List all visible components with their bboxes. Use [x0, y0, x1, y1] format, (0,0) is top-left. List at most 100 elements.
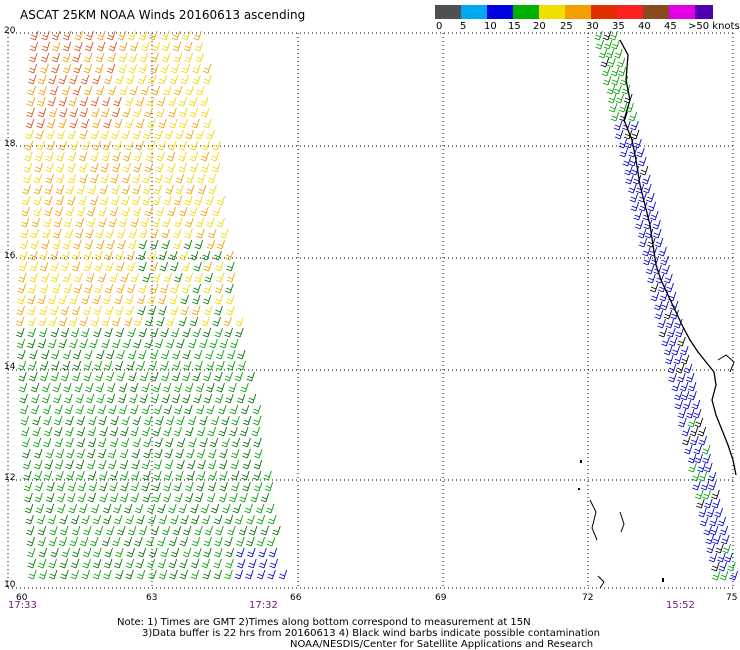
wind-barb: [126, 250, 135, 261]
wind-barb: [87, 437, 97, 448]
wind-barb: [36, 514, 46, 525]
wind-barb: [218, 492, 228, 503]
wind-barb: [33, 173, 43, 184]
wind-barb: [90, 151, 99, 162]
wind-barb: [103, 118, 112, 129]
wind-barb: [26, 536, 35, 547]
wind-barb: [205, 360, 215, 371]
wind-barb: [100, 195, 109, 206]
wind-barb: [194, 239, 204, 250]
wind-barb: [42, 437, 52, 448]
wind-barb: [147, 74, 157, 85]
wind-barb: [711, 570, 721, 581]
wind-barb: [22, 173, 32, 184]
wind-barb: [155, 162, 164, 173]
wind-barb: [201, 316, 210, 327]
wind-barb: [125, 305, 134, 316]
wind-barb: [95, 52, 105, 63]
wind-barb: [234, 327, 244, 338]
wind-barb: [98, 415, 108, 426]
wind-barb: [35, 129, 44, 140]
wind-barb: [130, 481, 140, 492]
wind-barb: [131, 470, 140, 481]
wind-barb: [214, 536, 223, 547]
wind-barb: [236, 393, 246, 404]
wind-barb: [86, 459, 96, 470]
wind-barb: [27, 85, 36, 96]
wind-barb: [203, 547, 212, 558]
wind-barb: [659, 291, 669, 302]
time-label: 17:33: [8, 600, 37, 611]
wind-barb: [95, 228, 104, 239]
island-path: [619, 511, 625, 533]
wind-barb: [133, 151, 143, 162]
wind-barb: [235, 316, 244, 327]
wind-barb: [127, 30, 137, 41]
wind-barb: [40, 63, 49, 74]
wind-barb: [126, 547, 136, 558]
wind-barb: [607, 57, 616, 68]
wind-barb: [58, 536, 68, 547]
wind-barb: [200, 107, 210, 118]
wind-barb: [196, 426, 206, 437]
wind-barb: [178, 503, 187, 514]
wind-barb: [614, 48, 623, 59]
wind-barb: [25, 525, 35, 536]
wind-barb: [170, 514, 179, 525]
wind-barb: [121, 173, 131, 184]
wind-barb: [682, 435, 691, 446]
wind-barb: [89, 173, 99, 184]
wind-barb: [68, 96, 78, 107]
wind-barb: [224, 514, 234, 525]
wind-barb: [145, 536, 155, 547]
wind-barb: [52, 382, 62, 393]
wind-barb: [118, 63, 127, 74]
wind-barb: [142, 492, 151, 503]
wind-barb: [706, 543, 715, 554]
wind-barb: [638, 237, 648, 248]
wind-barb: [66, 492, 76, 503]
wind-barb: [711, 489, 720, 500]
wind-barb: [25, 514, 34, 525]
wind-barb: [121, 195, 130, 206]
wind-barb: [186, 459, 196, 470]
wind-barb: [67, 129, 76, 140]
wind-barb: [194, 492, 204, 503]
wind-barb: [87, 492, 97, 503]
wind-barb: [624, 165, 633, 176]
wind-barb: [129, 404, 139, 415]
wind-barb: [225, 547, 235, 558]
wind-barb: [48, 74, 57, 85]
wind-barb: [48, 338, 57, 349]
coastline-inlet: [717, 354, 735, 373]
wind-barb: [181, 283, 191, 294]
wind-barb: [238, 525, 248, 536]
wind-barb: [112, 316, 121, 327]
wind-barb: [719, 525, 729, 536]
wind-barb: [226, 360, 236, 371]
wind-barb: [628, 183, 637, 194]
wind-barb: [594, 30, 603, 41]
wind-barb: [38, 569, 48, 580]
wind-barb: [166, 151, 176, 162]
wind-barb: [156, 316, 165, 327]
wind-barb: [123, 316, 133, 327]
wind-barb: [51, 360, 60, 371]
wind-barb: [645, 264, 655, 275]
wind-barb: [179, 250, 188, 261]
wind-barb: [133, 338, 142, 349]
wind-barb: [56, 129, 66, 140]
wind-barb: [37, 107, 47, 118]
wind-barb: [34, 162, 43, 173]
wind-barb: [87, 426, 97, 437]
island-path: [589, 499, 598, 541]
wind-barb: [155, 206, 165, 217]
wind-barb: [76, 184, 85, 195]
wind-barb: [73, 63, 82, 74]
wind-barb: [125, 140, 134, 151]
wind-barb: [674, 399, 684, 410]
wind-barb: [185, 184, 195, 195]
wind-barb: [663, 309, 673, 320]
wind-barb: [647, 201, 657, 212]
wind-barb: [148, 30, 158, 41]
